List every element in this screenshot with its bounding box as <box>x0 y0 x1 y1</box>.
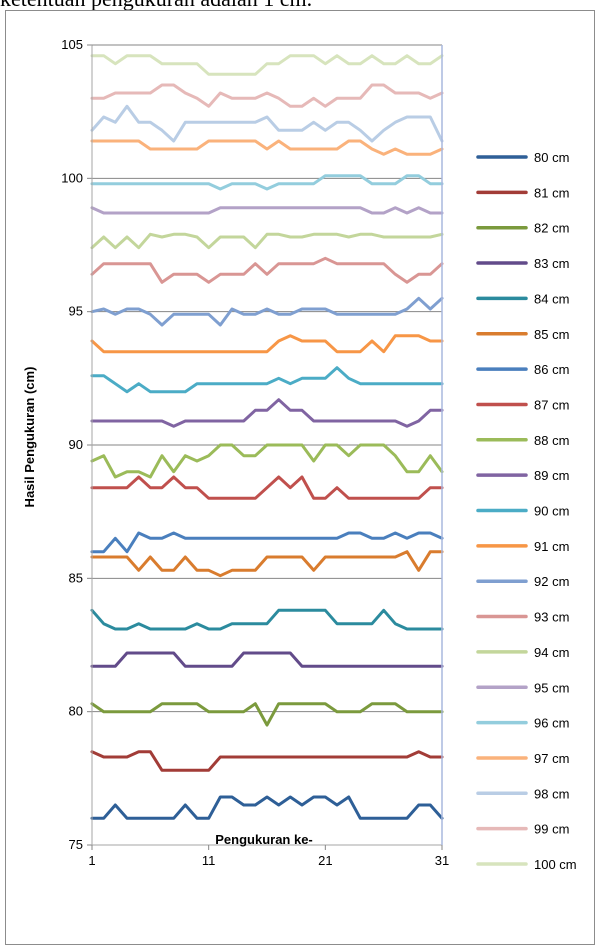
legend-label: 92 cm <box>534 574 569 589</box>
legend-label: 86 cm <box>534 362 569 377</box>
y-tick-label: 80 <box>69 704 83 719</box>
series-line <box>90 443 444 479</box>
legend-label: 90 cm <box>534 504 569 519</box>
series-line <box>90 206 444 215</box>
x-tick-label: 21 <box>318 853 332 868</box>
legend-label: 80 cm <box>534 150 569 165</box>
x-tick-label: 11 <box>202 853 216 868</box>
legend-label: 85 cm <box>534 327 569 342</box>
y-tick-label: 105 <box>61 37 83 52</box>
series-line <box>90 54 444 76</box>
series-line <box>90 334 444 354</box>
y-tick-label: 100 <box>61 170 83 185</box>
y-tick-label: 75 <box>69 837 83 852</box>
series-line <box>90 531 444 554</box>
chart-frame: 75 80 85 90 95 100 105 1 11 21 31 80 cm 81 cm 82 cm 8… <box>5 10 595 945</box>
legend-label: 97 cm <box>534 751 569 766</box>
legend-label: 99 cm <box>534 822 569 837</box>
series-line <box>90 651 444 668</box>
x-tick-label: 1 <box>88 853 95 868</box>
legend-label: 93 cm <box>534 610 569 625</box>
legend-label: 94 cm <box>534 645 569 660</box>
series-line <box>90 174 444 191</box>
legend: 80 cm 81 cm 82 cm 83 cm 84 cm 85 cm 86 cm 87 cm… <box>476 150 577 872</box>
legend-label: 83 cm <box>534 256 569 271</box>
x-tick-label: 31 <box>435 853 449 868</box>
series-line <box>90 795 444 820</box>
x-axis-title: Pengukuran ke- <box>215 832 313 847</box>
y-tick-label: 90 <box>69 437 83 452</box>
series-line <box>90 83 444 108</box>
legend-label: 96 cm <box>534 716 569 731</box>
series-line <box>90 398 444 428</box>
legend-label: 100 cm <box>534 857 577 872</box>
series-line <box>90 139 444 156</box>
legend-label: 88 cm <box>534 433 569 448</box>
legend-label: 87 cm <box>534 397 569 412</box>
series-lines <box>90 54 444 820</box>
legend-label: 81 cm <box>534 185 569 200</box>
legend-label: 98 cm <box>534 786 569 801</box>
series-line <box>90 475 444 500</box>
series-line <box>90 608 444 631</box>
legend-label: 82 cm <box>534 221 569 236</box>
document-text-line: ketentuan pengukuran adalah 1 cm. <box>0 0 312 12</box>
series-line <box>90 232 444 250</box>
series-line <box>90 296 444 327</box>
series-line <box>90 104 444 143</box>
legend-label: 84 cm <box>534 291 569 306</box>
series-line <box>90 366 444 394</box>
series-line <box>90 702 444 727</box>
legend-label: 95 cm <box>534 680 569 695</box>
y-tick-label: 95 <box>69 304 83 319</box>
y-tick-label: 85 <box>69 570 83 585</box>
legend-label: 91 cm <box>534 539 569 554</box>
series-line <box>90 550 444 578</box>
y-axis-title: Hasil Pengukuran (cm) <box>22 367 37 508</box>
series-line <box>90 750 444 772</box>
series-line <box>90 256 444 284</box>
legend-label: 89 cm <box>534 468 569 483</box>
